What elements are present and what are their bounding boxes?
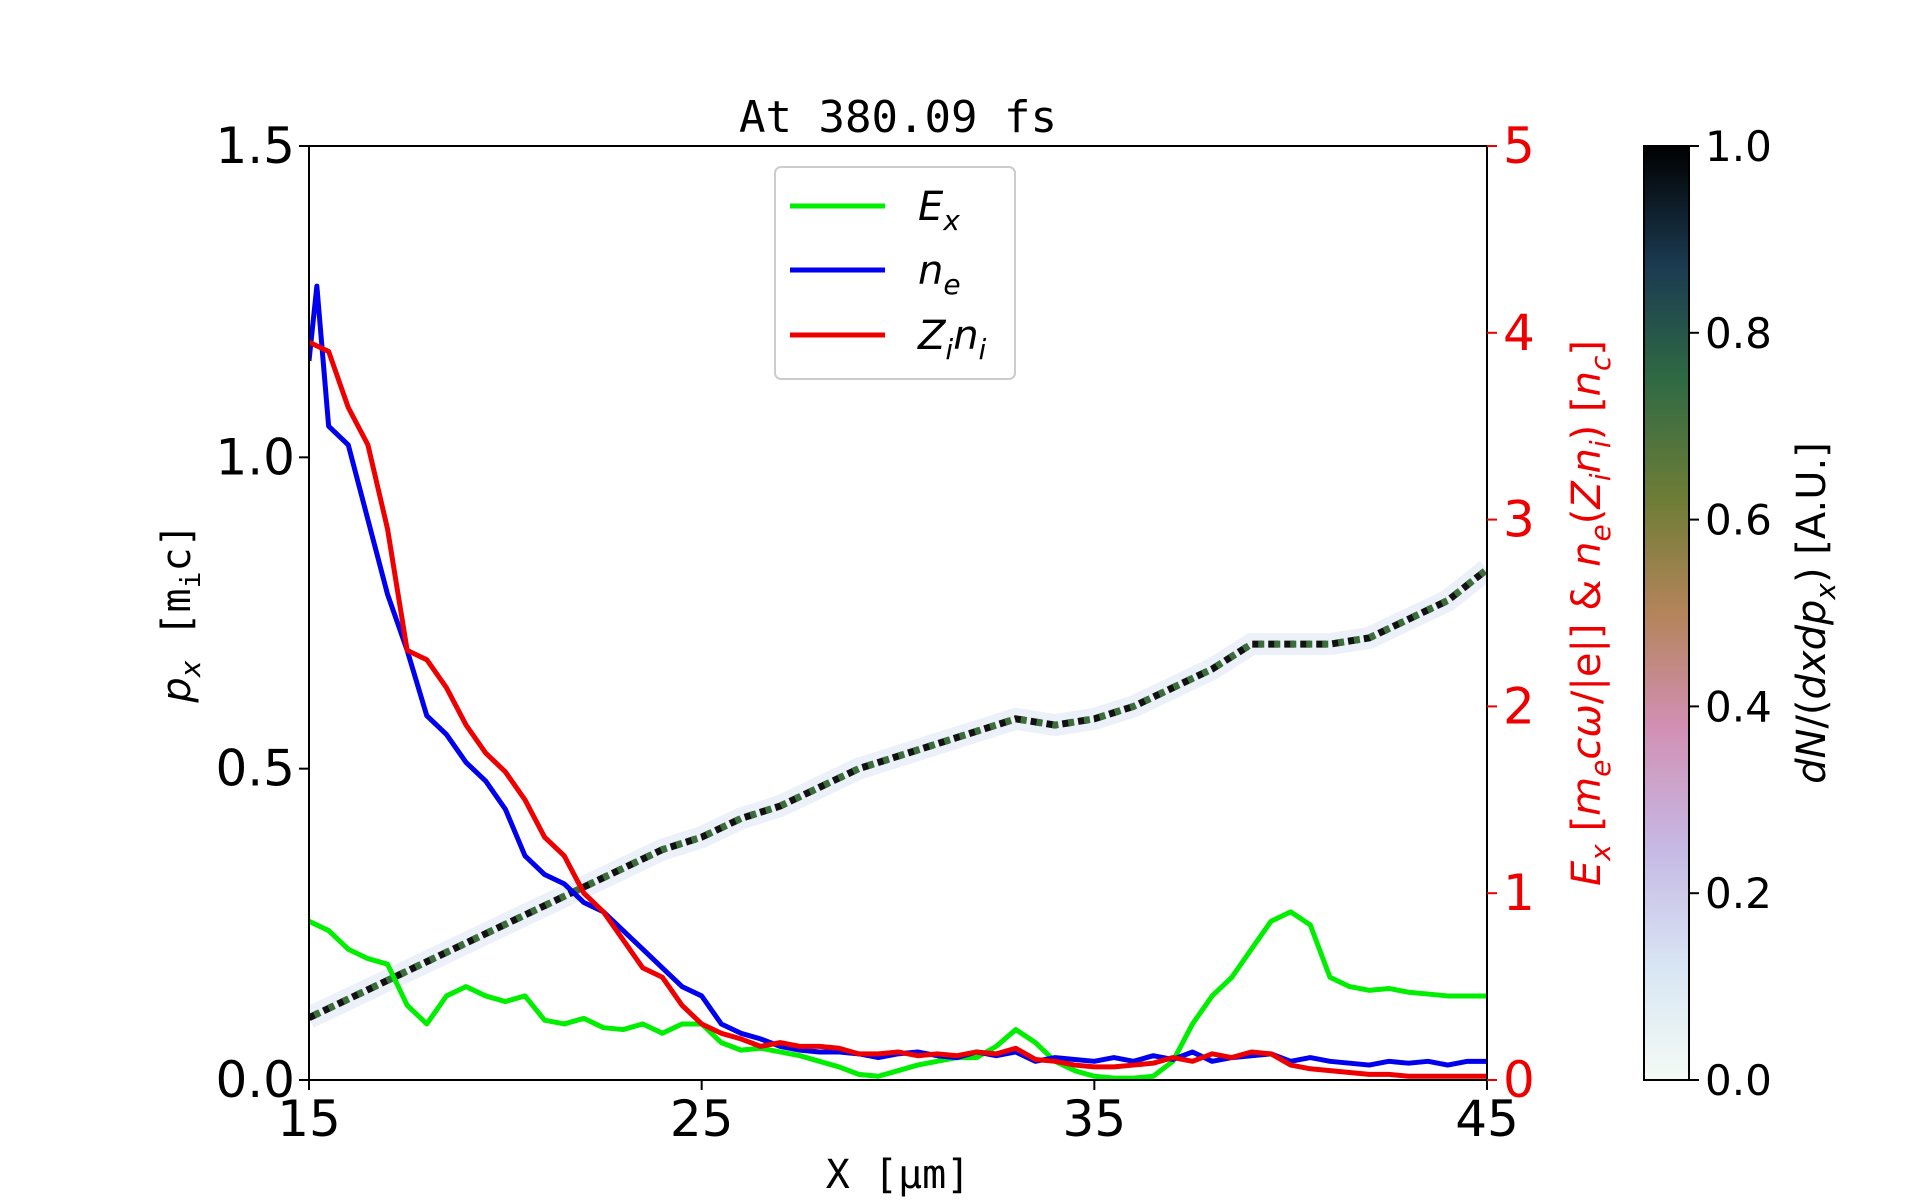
y-left-tick-label: 0.5 (215, 740, 295, 798)
x-tick-label: 25 (670, 1090, 734, 1148)
phase-space-halo (309, 560, 1487, 1028)
x-axis-ticks: 15 25 35 45 (277, 1080, 1519, 1148)
x-tick-label: 45 (1455, 1090, 1519, 1148)
legend-box (774, 166, 1016, 380)
series-line-e-x (309, 909, 1487, 1080)
colorbar-label: dN/(dxdpx) [A.U.] (1789, 442, 1842, 784)
phase-space-trace (309, 560, 1487, 1028)
y-right-axis-label: Ex [mecω/|e|] & ne(Zini) [nc] (1564, 340, 1617, 886)
legend: Ex ne Zini (774, 166, 1016, 380)
colorbar: 0.0 0.2 0.4 0.6 0.8 1.0 dN/(dxdpx) [A.U.] (1643, 122, 1842, 1105)
colorbar-tick-label: 0.0 (1705, 1056, 1772, 1105)
y-left-axis-ticks: 0.0 0.5 1.0 1.5 (215, 117, 309, 1109)
y-left-tick-label: 1.5 (215, 117, 295, 175)
colorbar-tick-label: 0.6 (1705, 496, 1772, 545)
y-left-tick-label: 1.0 (215, 428, 295, 486)
chart-title: At 380.09 fs (739, 92, 1057, 143)
y-right-tick-label: 1 (1503, 864, 1535, 922)
plot-frame (308, 145, 1488, 1081)
y-right-axis-ticks: 0 1 2 3 4 5 (1487, 117, 1535, 1109)
y-right-tick-label: 4 (1503, 304, 1535, 362)
legend-label-ex: Ex (918, 184, 960, 237)
y-left-tick-label: 0.0 (215, 1051, 295, 1109)
y-right-tick-label: 3 (1503, 491, 1535, 549)
y-left-axis-label: px [mic] (154, 523, 207, 703)
colorbar-tick-label: 0.4 (1705, 682, 1772, 731)
series-lines (309, 283, 1487, 1080)
series-line-z-in-i (309, 339, 1487, 1079)
series-line-n-e (309, 283, 1487, 1068)
phase-space-core-alt (309, 566, 1487, 1021)
colorbar-tick-label: 0.2 (1705, 869, 1772, 918)
x-tick-label: 15 (277, 1090, 341, 1148)
y-right-tick-label: 2 (1503, 677, 1535, 735)
legend-label-zini: Zini (917, 313, 987, 366)
y-right-tick-label: 5 (1503, 117, 1535, 175)
colorbar-gradient (1643, 145, 1690, 1081)
y-right-tick-label: 0 (1503, 1051, 1535, 1109)
colorbar-ticks: 0.0 0.2 0.4 0.6 0.8 1.0 (1689, 122, 1772, 1105)
legend-label-ne: ne (918, 248, 961, 301)
x-axis-label: X [μm] (826, 1152, 971, 1198)
colorbar-tick-label: 0.8 (1705, 309, 1772, 358)
colorbar-tick-label: 1.0 (1705, 122, 1772, 171)
x-tick-label: 35 (1063, 1090, 1127, 1148)
